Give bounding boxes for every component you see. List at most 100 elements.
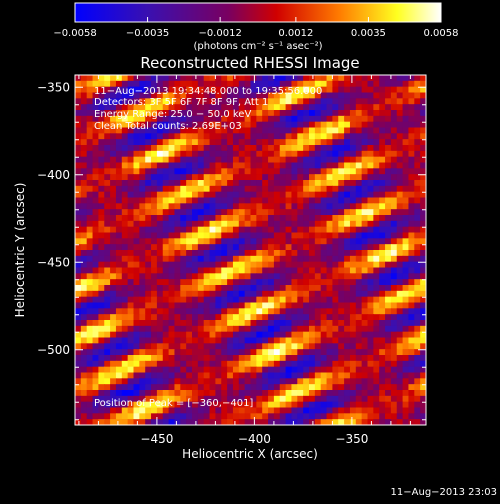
heatmap-cell [221, 197, 228, 204]
heatmap-cell [180, 419, 187, 425]
heatmap-cell [268, 308, 275, 315]
heatmap-cell [168, 296, 176, 304]
heatmap-cell [86, 314, 94, 321]
heatmap-cell [232, 279, 240, 286]
heatmap-cell [385, 127, 392, 134]
heatmap-cell [332, 162, 339, 169]
y-tick-label: −350 [37, 80, 70, 94]
heatmap-cell [420, 168, 426, 175]
heatmap-cell [367, 349, 374, 356]
heatmap-cell [86, 174, 94, 181]
heatmap-cell [402, 407, 410, 414]
heatmap-cell [86, 302, 94, 309]
heatmap-cell [186, 343, 193, 350]
heatmap-cell [209, 110, 216, 117]
heatmap-cell [256, 267, 263, 274]
heatmap-cell [297, 355, 304, 362]
heatmap-cell [75, 209, 82, 216]
heatmap-cell [75, 279, 82, 286]
heatmap-cell [133, 250, 140, 257]
heatmap-cell [227, 209, 234, 216]
heatmap-cell [408, 390, 415, 397]
heatmap-cell [373, 139, 380, 146]
heatmap-cell [244, 232, 252, 239]
heatmap-cell [332, 372, 339, 379]
heatmap-cell [408, 337, 415, 344]
heatmap-cell [314, 80, 322, 88]
heatmap-cell [238, 290, 246, 298]
heatmap-cell [373, 174, 380, 181]
heatmap-cell [268, 325, 275, 333]
heatmap-cell [162, 98, 170, 105]
heatmap-cell [285, 145, 293, 152]
heatmap-cell [227, 121, 234, 129]
heatmap-cell [145, 366, 152, 374]
heatmap-cell [110, 80, 117, 88]
heatmap-cell [250, 308, 257, 315]
heatmap-cell [186, 384, 193, 391]
heatmap-cell [250, 215, 257, 222]
heatmap-cell [115, 180, 123, 187]
heatmap-cell [180, 267, 187, 274]
heatmap-cell [320, 150, 328, 158]
heatmap-cell [367, 384, 374, 391]
heatmap-cell [139, 331, 146, 339]
heatmap-cell [80, 115, 88, 123]
heatmap-cell [361, 115, 369, 123]
heatmap-cell [168, 133, 176, 140]
heatmap-cell [174, 75, 181, 82]
heatmap-cell [162, 273, 170, 280]
heatmap-cell [420, 308, 426, 315]
heatmap-cell [285, 419, 293, 425]
heatmap-cell [314, 215, 322, 222]
heatmap-cell [121, 267, 129, 274]
heatmap-cell [303, 355, 310, 362]
heatmap-cell [355, 180, 363, 187]
heatmap-cell [379, 343, 386, 350]
heatmap-cell [238, 355, 246, 362]
heatmap-cell [115, 267, 123, 274]
heatmap-cell [139, 197, 146, 204]
heatmap-cell [156, 110, 164, 117]
heatmap-cell [127, 343, 135, 350]
heatmap-cell [402, 232, 410, 239]
heatmap-cell [209, 115, 216, 123]
heatmap-cell [268, 255, 275, 263]
heatmap-cell [408, 209, 415, 216]
heatmap-cell [279, 360, 287, 368]
heatmap-cell [121, 209, 129, 216]
heatmap-cell [309, 80, 316, 88]
heatmap-cell [250, 92, 257, 99]
heatmap-cell [373, 360, 380, 368]
heatmap-cell [320, 290, 328, 298]
heatmap-cell [104, 325, 111, 333]
heatmap-cell [209, 191, 216, 199]
heatmap-cell [390, 75, 398, 82]
heatmap-cell [338, 133, 345, 140]
heatmap-cell [115, 401, 123, 409]
heatmap-cell [396, 285, 404, 292]
heatmap-cell [250, 413, 257, 420]
heatmap-cell [396, 308, 404, 315]
heatmap-cell [344, 162, 351, 169]
heatmap-cell [396, 349, 404, 356]
heatmap-cell [156, 273, 164, 280]
heatmap-cell [227, 314, 234, 321]
heatmap-cell [373, 145, 380, 152]
heatmap-cell [139, 215, 146, 222]
heatmap-cell [344, 238, 351, 245]
heatmap-cell [98, 401, 105, 409]
heatmap-cell [244, 279, 252, 286]
heatmap-cell [303, 197, 310, 204]
heatmap-cell [203, 139, 211, 146]
heatmap-cell [268, 290, 275, 298]
heatmap-cell [162, 115, 170, 123]
heatmap-cell [326, 366, 333, 374]
heatmap-cell [209, 145, 216, 152]
heatmap-cell [396, 139, 404, 146]
heatmap-cell [238, 115, 246, 123]
heatmap-cell [291, 92, 298, 99]
heatmap-cell [402, 121, 410, 129]
heatmap-cell [285, 360, 293, 368]
heatmap-cell [121, 191, 129, 199]
